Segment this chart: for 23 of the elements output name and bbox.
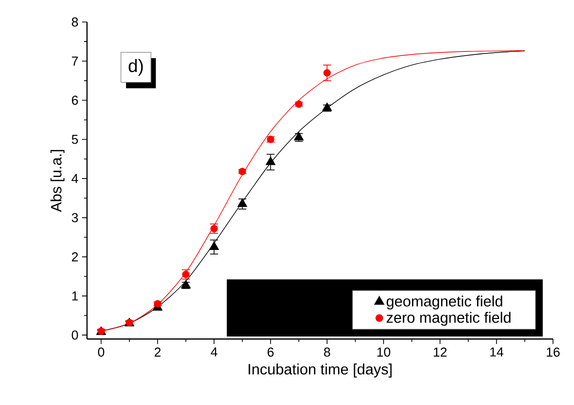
x-tick-label: 14 bbox=[490, 348, 504, 356]
y-tick-label: 0 bbox=[72, 330, 78, 340]
legend-label: zero magnetic field bbox=[386, 312, 510, 326]
x-axis-title: Incubation time [days] bbox=[248, 364, 392, 378]
y-tick-label: 1 bbox=[72, 292, 78, 300]
y-tick-label: 3 bbox=[72, 213, 78, 222]
x-tick-label: 12 bbox=[434, 348, 447, 357]
x-tick-label: 16 bbox=[546, 348, 560, 357]
legend-label: geomagnetic field bbox=[386, 296, 502, 310]
x-tick-label: 8 bbox=[324, 348, 330, 357]
x-tick-label: 0 bbox=[98, 348, 104, 357]
y-axis-title: Abs [u.a.] bbox=[50, 150, 64, 212]
y-tick-label: 2 bbox=[72, 252, 78, 262]
y-tick-label: 8 bbox=[72, 17, 78, 27]
annotation: d) bbox=[128, 58, 143, 76]
y-tick-label: 6 bbox=[72, 96, 78, 105]
y-tick-label: 7 bbox=[72, 56, 78, 66]
y-tick-label: 4 bbox=[72, 174, 78, 183]
x-tick-label: 10 bbox=[377, 348, 390, 357]
x-tick-label: 4 bbox=[210, 348, 218, 356]
x-tick-label: 6 bbox=[268, 348, 274, 357]
y-tick-label: 5 bbox=[72, 134, 78, 144]
x-tick-label: 2 bbox=[154, 348, 161, 357]
